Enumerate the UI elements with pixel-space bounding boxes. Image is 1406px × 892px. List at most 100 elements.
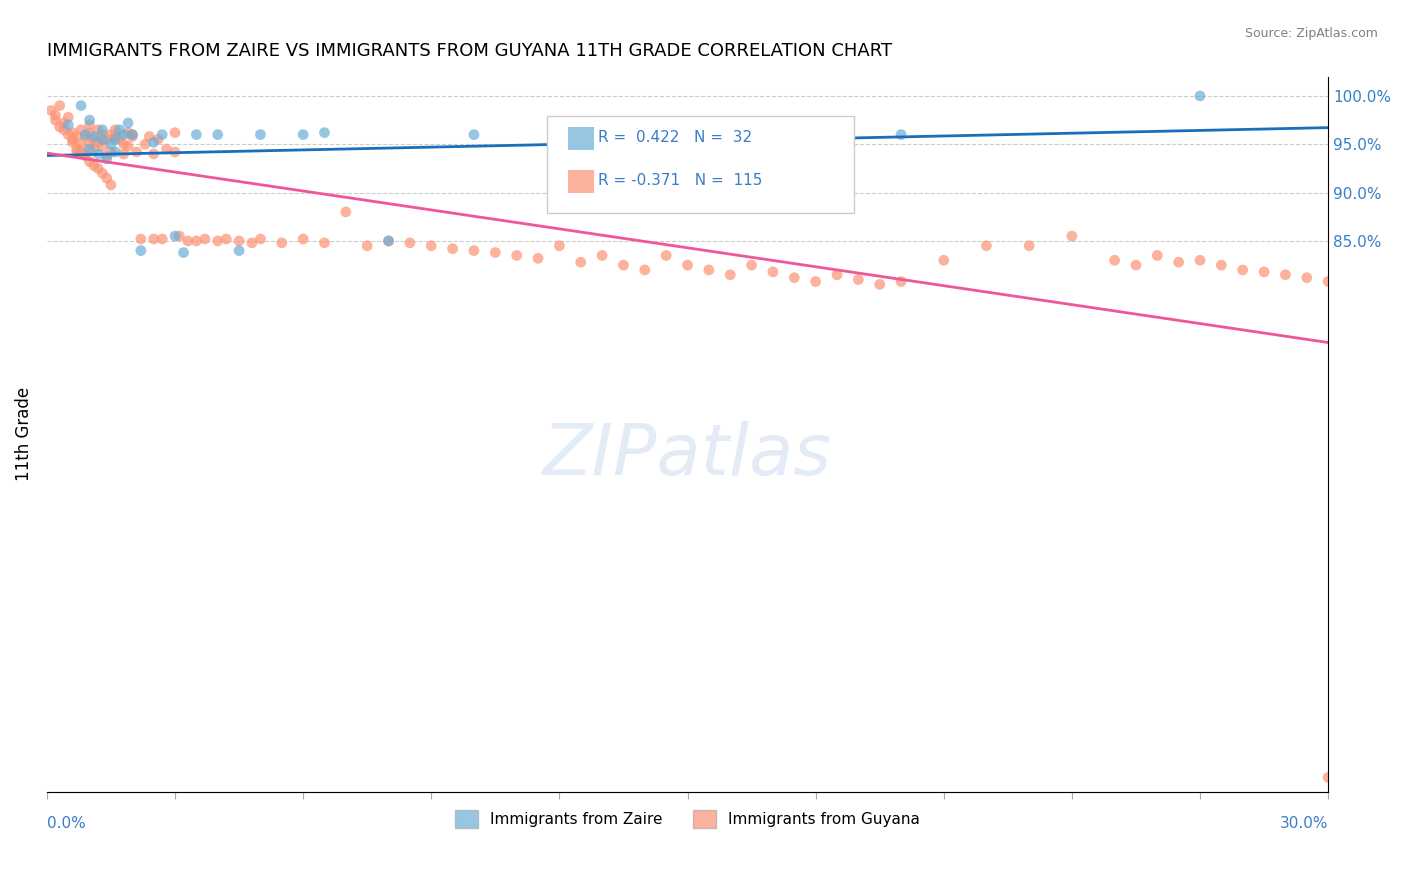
Point [117,139,139,153]
Point [79,142,101,156]
Point [1125,258,1147,272]
Point [1104,253,1126,268]
Text: Source: ZipAtlas.com: Source: ZipAtlas.com [1244,27,1378,40]
Point [52,122,75,136]
Point [377,234,399,248]
Point [186,128,208,142]
Point [91,122,114,136]
Point [129,244,152,258]
Point [146,132,169,146]
Point [718,268,741,282]
Point [70,145,93,159]
Point [634,263,657,277]
Point [100,128,122,142]
Point [163,145,186,159]
Point [62,126,84,140]
Point [91,166,114,180]
Point [1146,248,1168,262]
Point [87,122,110,136]
Point [420,239,443,253]
Point [96,132,118,146]
Point [1317,275,1340,289]
Point [1317,771,1340,785]
Point [134,137,156,152]
Point [117,126,139,140]
Point [91,128,114,142]
Point [1188,253,1211,268]
Point [138,129,160,144]
Point [228,234,250,248]
Point [96,149,118,163]
Point [91,132,114,146]
Point [890,275,912,289]
Point [215,232,238,246]
Point [75,129,97,144]
Point [112,147,135,161]
Point [70,137,93,152]
Point [228,244,250,258]
Point [62,136,84,150]
Point [142,147,165,161]
Point [569,255,592,269]
Point [932,253,955,268]
Text: R =  0.422   N =  32: R = 0.422 N = 32 [598,130,752,145]
Text: 30.0%: 30.0% [1279,816,1329,831]
Text: 0.0%: 0.0% [46,816,86,831]
Point [75,149,97,163]
Point [79,118,101,132]
Point [356,239,378,253]
Point [48,98,70,112]
Point [173,245,195,260]
Point [869,277,891,292]
Point [121,128,143,142]
FancyBboxPatch shape [568,128,593,150]
Point [825,268,848,282]
Point [142,136,165,150]
Point [52,116,75,130]
Point [104,129,127,144]
Point [58,110,80,124]
Point [169,229,191,244]
Point [484,245,506,260]
Point [1295,270,1317,285]
Point [890,128,912,142]
Point [163,126,186,140]
Point [762,265,785,279]
Point [79,113,101,128]
Point [70,98,93,112]
Point [591,248,613,262]
Point [70,122,93,136]
Point [150,128,173,142]
Point [548,239,571,253]
Point [186,234,208,248]
Point [441,242,464,256]
Point [1018,239,1040,253]
Point [676,258,699,272]
Point [112,128,135,142]
Point [1274,268,1296,282]
Point [96,171,118,186]
Y-axis label: 11th Grade: 11th Grade [15,387,32,482]
Point [1232,263,1254,277]
Point [1167,255,1189,269]
Point [121,128,143,142]
Point [87,136,110,150]
Point [96,152,118,166]
Point [194,232,217,246]
Point [163,229,186,244]
Point [108,122,131,136]
Point [399,235,422,250]
Point [75,147,97,161]
Point [292,128,315,142]
Point [846,272,869,286]
Point [377,234,399,248]
Point [104,145,127,159]
Point [79,154,101,169]
Point [249,128,271,142]
Point [108,132,131,146]
Point [104,122,127,136]
Point [117,116,139,130]
Point [58,128,80,142]
Point [150,232,173,246]
Point [1188,89,1211,103]
